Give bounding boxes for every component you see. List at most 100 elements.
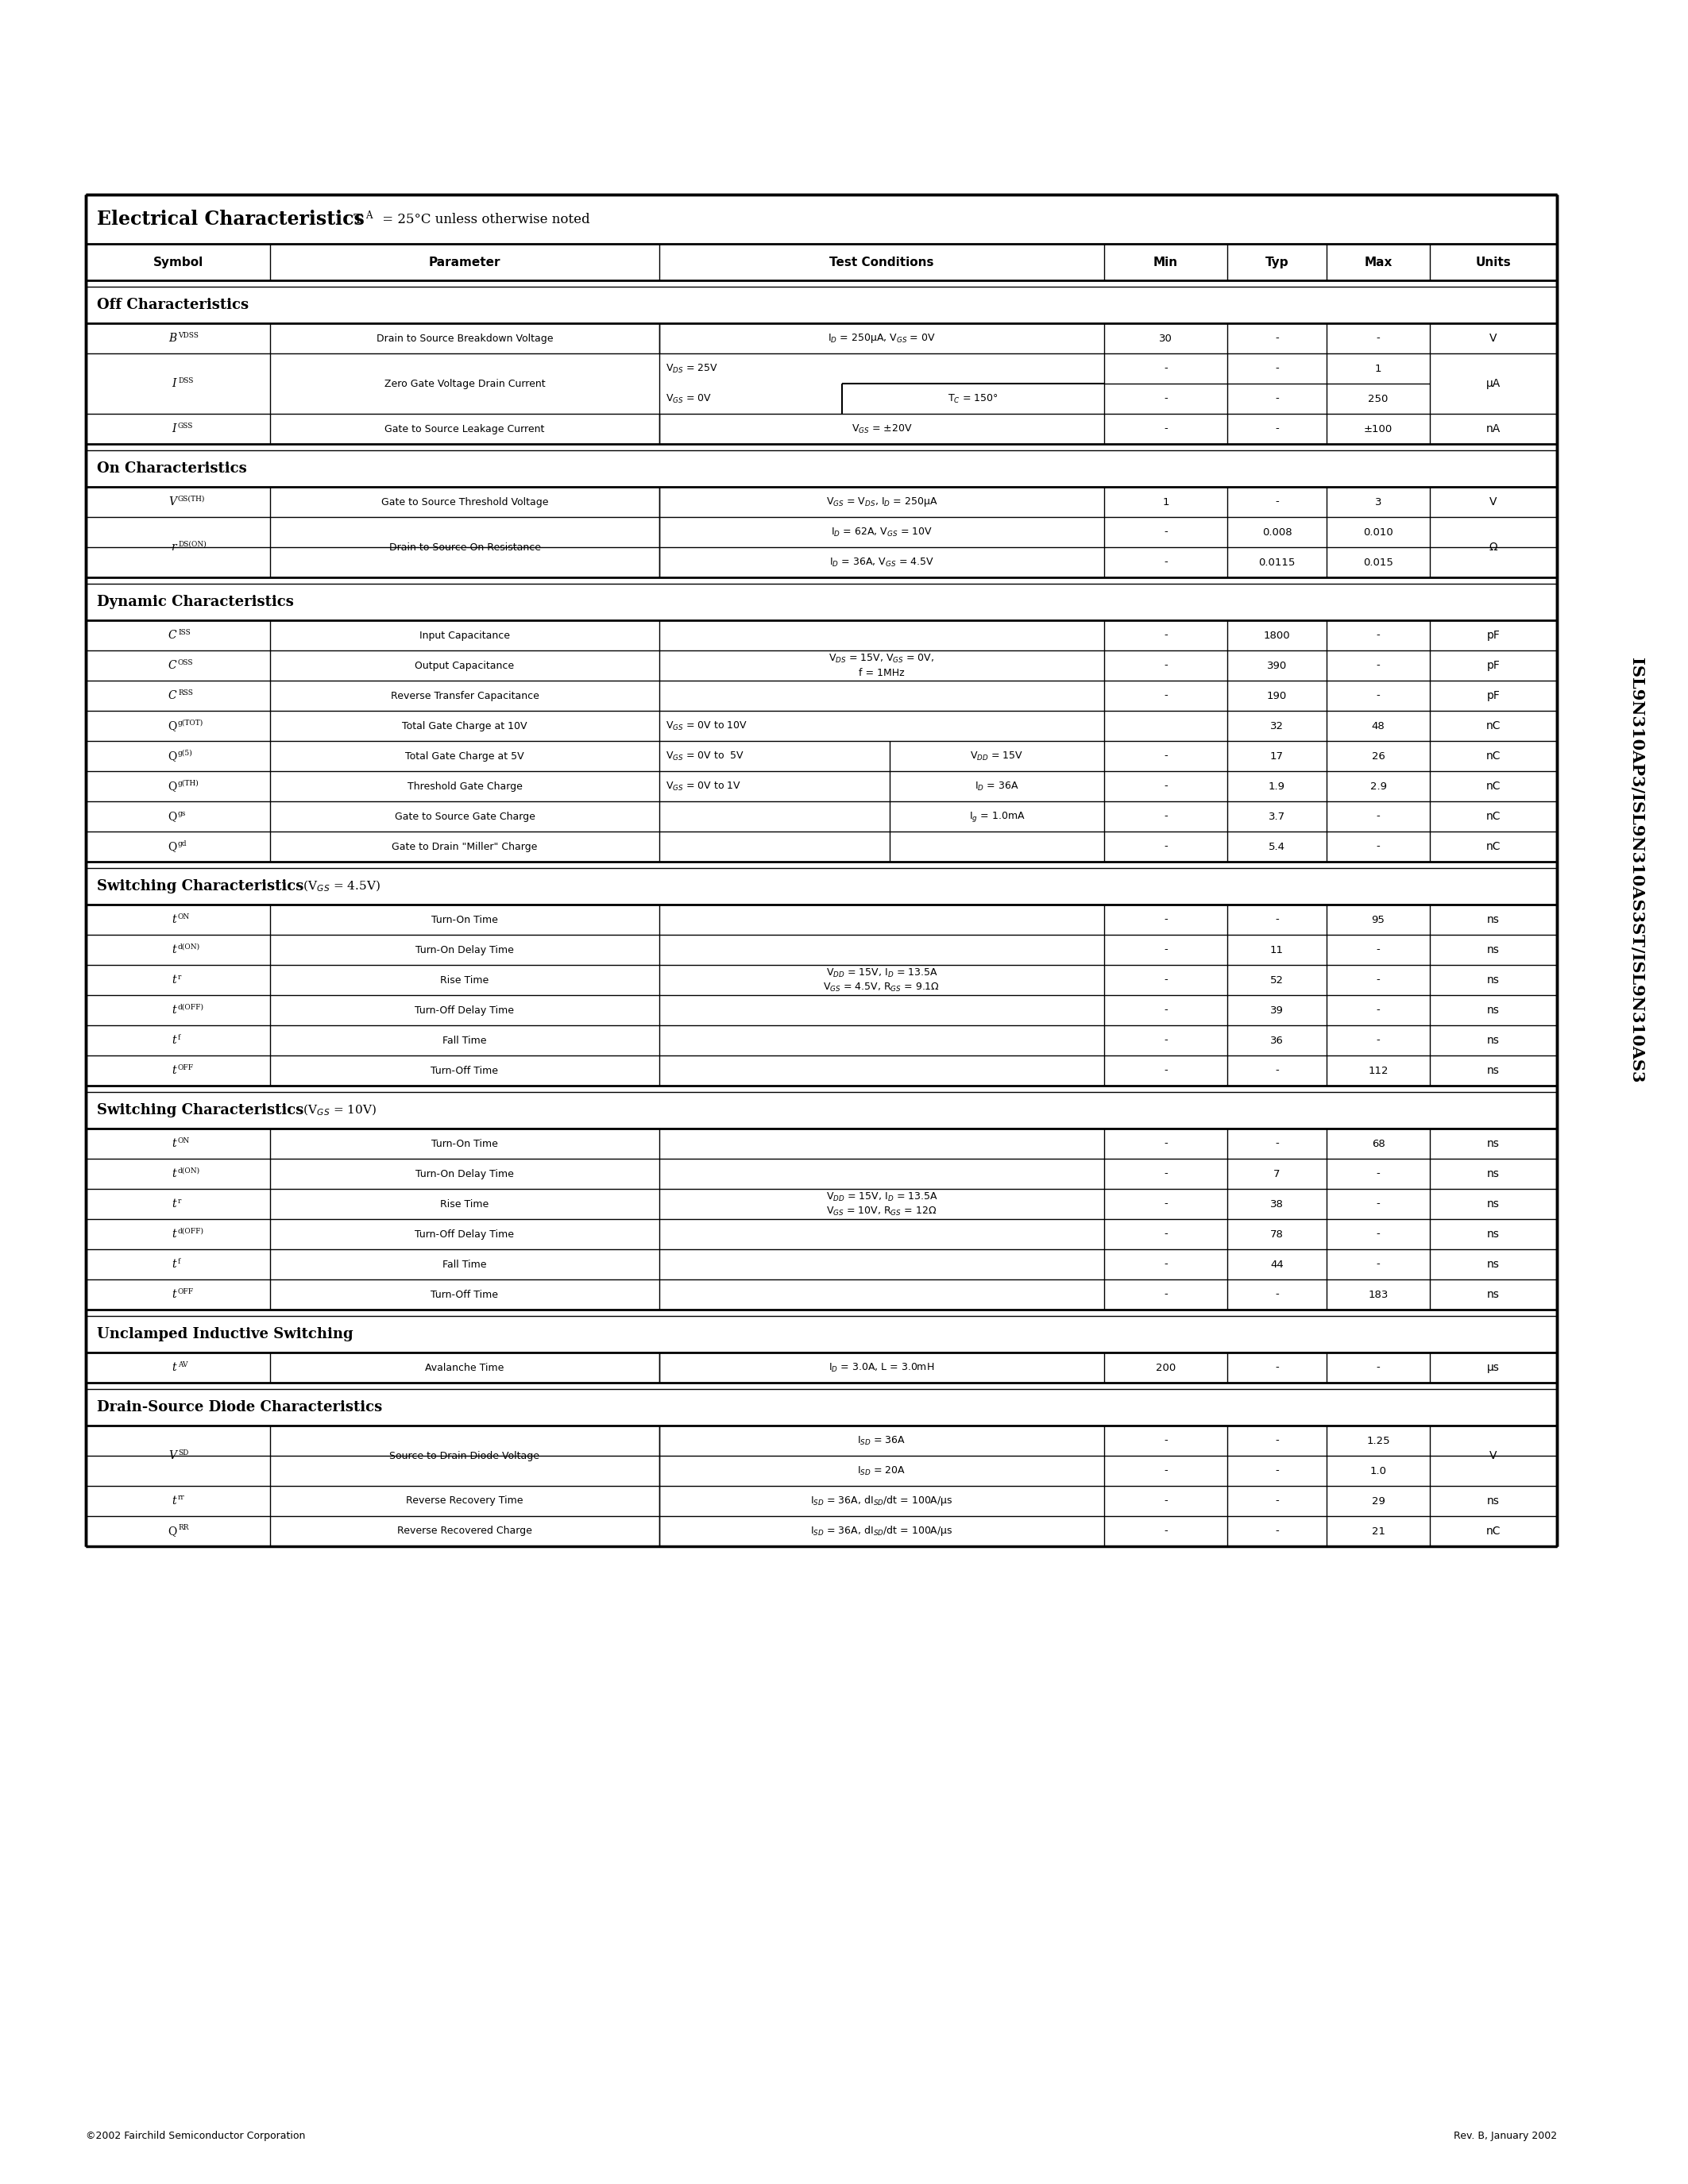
- Text: 112: 112: [1367, 1066, 1388, 1077]
- Text: V$_{DS}$ = 15V, V$_{GS}$ = 0V,: V$_{DS}$ = 15V, V$_{GS}$ = 0V,: [829, 653, 935, 664]
- Text: Test Conditions: Test Conditions: [829, 256, 933, 269]
- Text: -: -: [1274, 393, 1280, 404]
- Text: 32: 32: [1269, 721, 1283, 732]
- Text: Q: Q: [167, 841, 176, 852]
- Text: t: t: [172, 1363, 176, 1374]
- Text: A: A: [365, 210, 371, 221]
- Text: t: t: [172, 1289, 176, 1299]
- Text: ±100: ±100: [1364, 424, 1393, 435]
- Text: C: C: [167, 660, 176, 670]
- Text: -: -: [1376, 631, 1381, 640]
- Text: DSS: DSS: [177, 378, 194, 384]
- Text: 52: 52: [1269, 974, 1283, 985]
- Text: gs: gs: [177, 810, 186, 817]
- Text: Rise Time: Rise Time: [441, 1199, 490, 1210]
- Text: I$_D$ = 3.0A, L = 3.0mH: I$_D$ = 3.0A, L = 3.0mH: [829, 1361, 935, 1374]
- Text: 1.25: 1.25: [1367, 1435, 1389, 1446]
- Text: 5.4: 5.4: [1269, 841, 1285, 852]
- Text: nC: nC: [1485, 751, 1501, 762]
- Text: -: -: [1376, 1199, 1381, 1210]
- Text: -: -: [1163, 424, 1168, 435]
- Text: V: V: [1489, 496, 1497, 507]
- Text: ©2002 Fairchild Semiconductor Corporation: ©2002 Fairchild Semiconductor Corporatio…: [86, 2132, 306, 2143]
- Text: d(ON): d(ON): [177, 1166, 201, 1175]
- Text: -: -: [1163, 660, 1168, 670]
- Text: I$_{SD}$ = 36A: I$_{SD}$ = 36A: [858, 1435, 906, 1446]
- Text: 190: 190: [1268, 690, 1286, 701]
- Text: pF: pF: [1487, 660, 1501, 670]
- Text: Q: Q: [167, 810, 176, 821]
- Text: nC: nC: [1485, 841, 1501, 852]
- Text: Drain to Source On Resistance: Drain to Source On Resistance: [388, 542, 540, 553]
- Text: -: -: [1163, 1005, 1168, 1016]
- Text: 200: 200: [1156, 1363, 1177, 1374]
- Text: Units: Units: [1475, 256, 1511, 269]
- Text: Zero Gate Voltage Drain Current: Zero Gate Voltage Drain Current: [385, 378, 545, 389]
- Text: Turn-On Time: Turn-On Time: [432, 915, 498, 924]
- Text: 2.9: 2.9: [1371, 782, 1386, 791]
- Text: Rise Time: Rise Time: [441, 974, 490, 985]
- Text: 48: 48: [1372, 721, 1384, 732]
- Text: GS(TH): GS(TH): [177, 496, 206, 502]
- Text: t: t: [172, 1005, 176, 1016]
- Text: -: -: [1274, 1496, 1280, 1507]
- Text: ns: ns: [1487, 1199, 1499, 1210]
- Text: Rev. B, January 2002: Rev. B, January 2002: [1453, 2132, 1556, 2143]
- Text: -: -: [1274, 496, 1280, 507]
- Text: t: t: [172, 943, 176, 954]
- Text: -: -: [1163, 1496, 1168, 1507]
- Text: -: -: [1274, 1435, 1280, 1446]
- Text: V$_{DD}$ = 15V: V$_{DD}$ = 15V: [971, 749, 1023, 762]
- Text: 29: 29: [1371, 1496, 1384, 1507]
- Text: 68: 68: [1372, 1138, 1384, 1149]
- Text: Reverse Transfer Capacitance: Reverse Transfer Capacitance: [390, 690, 538, 701]
- Text: nC: nC: [1485, 721, 1501, 732]
- Text: Q: Q: [167, 721, 176, 732]
- Text: pF: pF: [1487, 629, 1501, 640]
- Text: ns: ns: [1487, 1138, 1499, 1149]
- Text: Turn-On Time: Turn-On Time: [432, 1138, 498, 1149]
- Text: 95: 95: [1371, 915, 1384, 924]
- Text: Drain-Source Diode Characteristics: Drain-Source Diode Characteristics: [96, 1400, 381, 1415]
- Text: Gate to Source Gate Charge: Gate to Source Gate Charge: [395, 810, 535, 821]
- Text: Fall Time: Fall Time: [442, 1260, 486, 1269]
- Text: 7: 7: [1273, 1168, 1280, 1179]
- Text: I: I: [172, 378, 176, 389]
- Text: Max: Max: [1364, 256, 1393, 269]
- Text: OSS: OSS: [177, 660, 194, 666]
- Text: Turn-Off Time: Turn-Off Time: [430, 1066, 498, 1077]
- Text: nA: nA: [1485, 424, 1501, 435]
- Text: ns: ns: [1487, 1258, 1499, 1269]
- Text: 1.0: 1.0: [1371, 1465, 1386, 1476]
- Text: t: t: [172, 1199, 176, 1210]
- Text: ON: ON: [177, 1138, 191, 1144]
- Text: Source to Drain Diode Voltage: Source to Drain Diode Voltage: [390, 1450, 540, 1461]
- Text: t: t: [172, 915, 176, 926]
- Text: 1.9: 1.9: [1269, 782, 1285, 791]
- Text: ON: ON: [177, 913, 191, 919]
- Text: Total Gate Charge at 10V: Total Gate Charge at 10V: [402, 721, 527, 732]
- Text: 30: 30: [1160, 334, 1173, 343]
- Text: ns: ns: [1487, 1168, 1499, 1179]
- Text: μs: μs: [1487, 1363, 1499, 1374]
- Text: -: -: [1163, 631, 1168, 640]
- Text: 39: 39: [1271, 1005, 1283, 1016]
- Text: 390: 390: [1268, 660, 1286, 670]
- Text: ISL9N310AP3/ISL9N310AS3ST/ISL9N310AS3: ISL9N310AP3/ISL9N310AS3ST/ISL9N310AS3: [1629, 657, 1644, 1083]
- Text: -: -: [1163, 1066, 1168, 1077]
- Text: nC: nC: [1485, 1527, 1501, 1538]
- Text: Off Characteristics: Off Characteristics: [96, 297, 248, 312]
- Text: -: -: [1163, 751, 1168, 762]
- Text: -: -: [1163, 393, 1168, 404]
- Text: 1800: 1800: [1264, 631, 1290, 640]
- Text: 26: 26: [1371, 751, 1384, 762]
- Text: Fall Time: Fall Time: [442, 1035, 486, 1046]
- Text: Output Capacitance: Output Capacitance: [415, 660, 515, 670]
- Text: T: T: [349, 212, 363, 225]
- Text: 183: 183: [1367, 1289, 1388, 1299]
- Text: -: -: [1163, 1168, 1168, 1179]
- Text: V$_{GS}$ = ±20V: V$_{GS}$ = ±20V: [851, 424, 912, 435]
- Text: Min: Min: [1153, 256, 1178, 269]
- Text: I$_{SD}$ = 36A, dI$_{SD}$/dt = 100A/μs: I$_{SD}$ = 36A, dI$_{SD}$/dt = 100A/μs: [810, 1524, 954, 1538]
- Text: d(OFF): d(OFF): [177, 1002, 204, 1011]
